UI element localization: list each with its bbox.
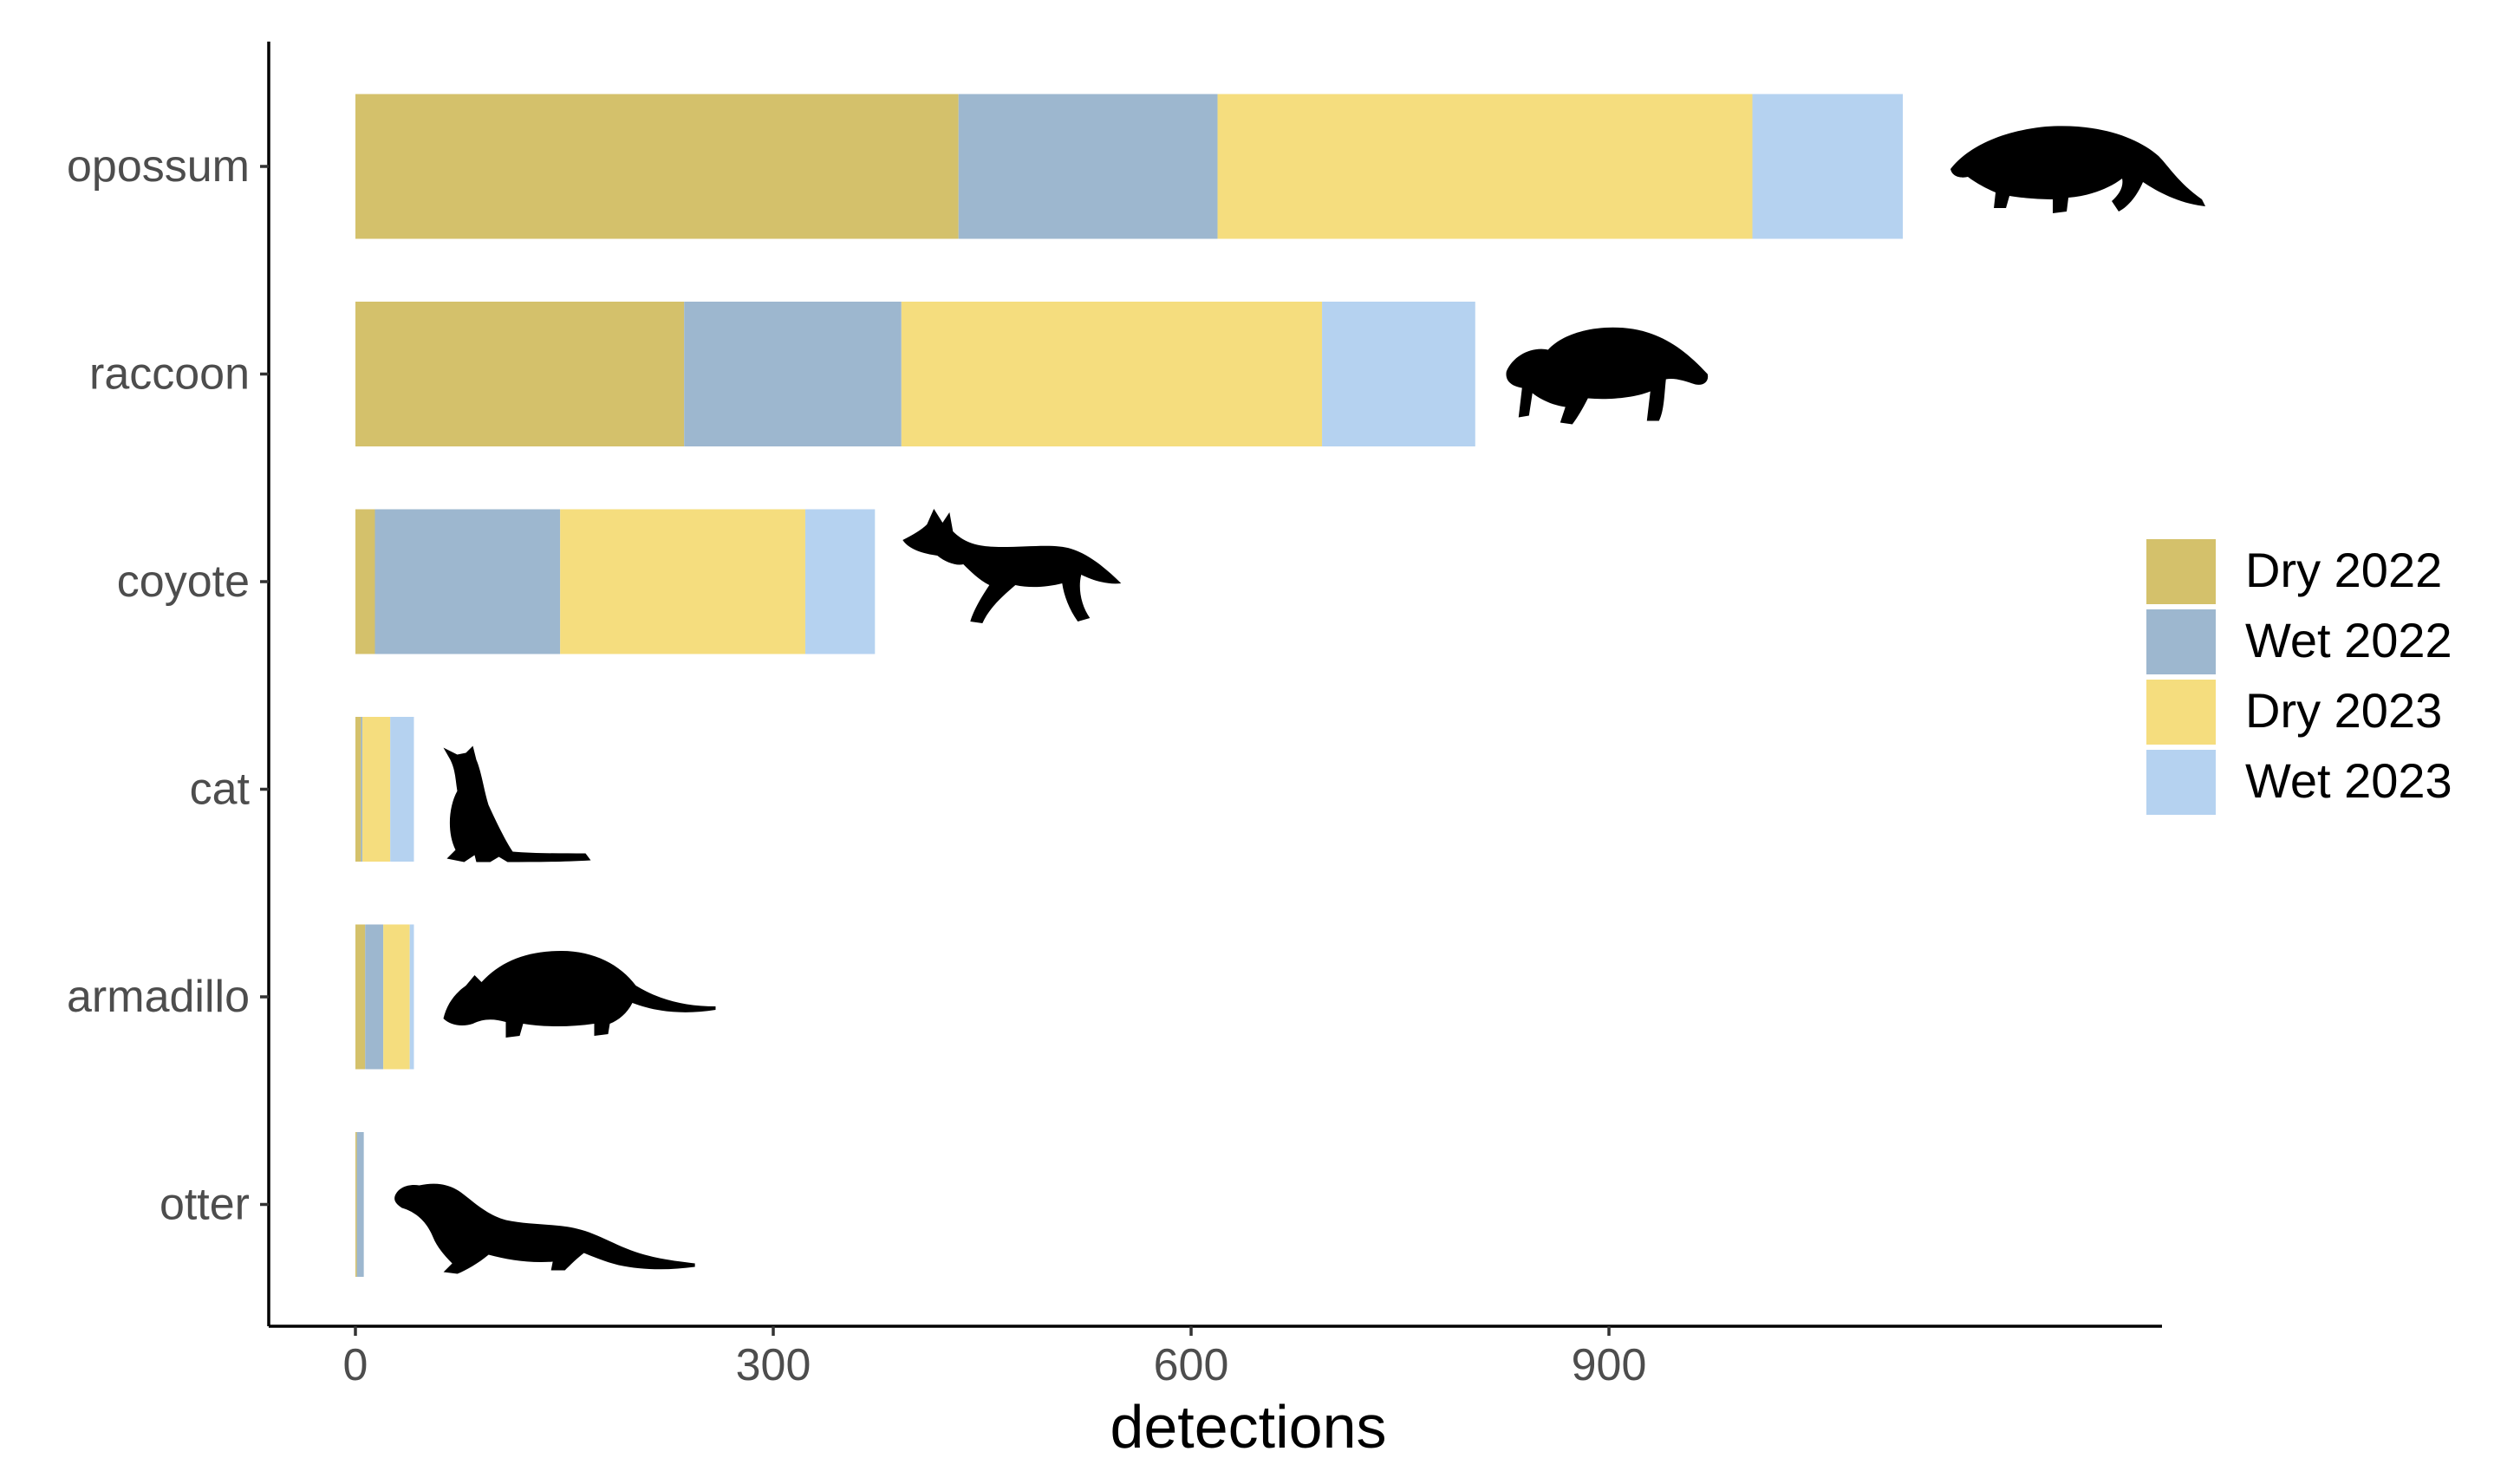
bar-cat-wet-2023 (390, 717, 414, 862)
bar-cat-dry-2022 (355, 717, 361, 862)
bar-coyote-wet-2022 (374, 509, 561, 654)
bar-raccoon-dry-2022 (355, 302, 685, 446)
otter-silhouette-icon (394, 1183, 695, 1274)
bar-armadillo-wet-2023 (409, 924, 414, 1070)
x-tick-label-300: 300 (736, 1340, 811, 1390)
y-tick-label-otter: otter (160, 1180, 250, 1230)
legend: Dry 2022 Wet 2022 Dry 2023 Wet 2023 (2146, 539, 2452, 815)
y-axis: opossum raccoon coyote cat armadillo otter (67, 141, 269, 1230)
y-tick-label-coyote: coyote (117, 556, 250, 607)
legend-swatch-wet-2022 (2146, 609, 2216, 674)
legend-swatch-dry-2022 (2146, 539, 2216, 604)
x-tick-label-600: 600 (1154, 1340, 1229, 1390)
legend-label-wet-2022: Wet 2022 (2245, 613, 2452, 667)
bar-opossum-dry-2022 (355, 94, 959, 239)
y-tick-label-opossum: opossum (67, 141, 250, 192)
y-tick-label-raccoon: raccoon (89, 349, 250, 400)
legend-label-dry-2023: Dry 2023 (2245, 683, 2442, 738)
y-tick-label-cat: cat (190, 765, 251, 815)
bar-raccoon-dry-2023 (901, 302, 1323, 446)
silhouettes-layer (394, 126, 2206, 1274)
bars-layer (355, 94, 1904, 1277)
opossum-silhouette-icon (1950, 126, 2206, 213)
bar-raccoon-wet-2022 (684, 302, 902, 446)
legend-label-wet-2023: Wet 2023 (2245, 753, 2452, 808)
y-tick-label-armadillo: armadillo (67, 972, 250, 1022)
bar-otter-wet-2022 (356, 1132, 364, 1277)
bar-coyote-dry-2022 (355, 509, 375, 654)
legend-label-dry-2022: Dry 2022 (2245, 543, 2442, 597)
x-tick-label-900: 900 (1572, 1340, 1647, 1390)
legend-swatch-dry-2023 (2146, 680, 2216, 745)
cat-silhouette-icon (443, 745, 591, 862)
bar-armadillo-dry-2022 (355, 924, 366, 1070)
x-tick-label-0: 0 (343, 1340, 368, 1390)
legend-swatch-wet-2023 (2146, 750, 2216, 815)
bar-coyote-dry-2023 (560, 509, 805, 654)
bar-coyote-wet-2023 (804, 509, 876, 654)
bar-cat-wet-2022 (361, 717, 363, 862)
bar-cat-dry-2023 (362, 717, 391, 862)
bar-armadillo-dry-2023 (383, 924, 410, 1070)
bar-armadillo-wet-2022 (365, 924, 384, 1070)
armadillo-silhouette-icon (443, 951, 716, 1038)
bar-raccoon-wet-2023 (1322, 302, 1475, 446)
raccoon-silhouette-icon (1506, 327, 1709, 425)
bar-opossum-dry-2023 (1217, 94, 1753, 239)
bar-opossum-wet-2022 (958, 94, 1218, 239)
x-axis-title: detections (1110, 1393, 1386, 1461)
coyote-silhouette-icon (902, 509, 1122, 623)
x-axis: 0 300 600 900 (343, 1326, 1647, 1390)
bar-otter-dry-2022 (355, 1132, 357, 1277)
bar-opossum-wet-2023 (1752, 94, 1904, 239)
